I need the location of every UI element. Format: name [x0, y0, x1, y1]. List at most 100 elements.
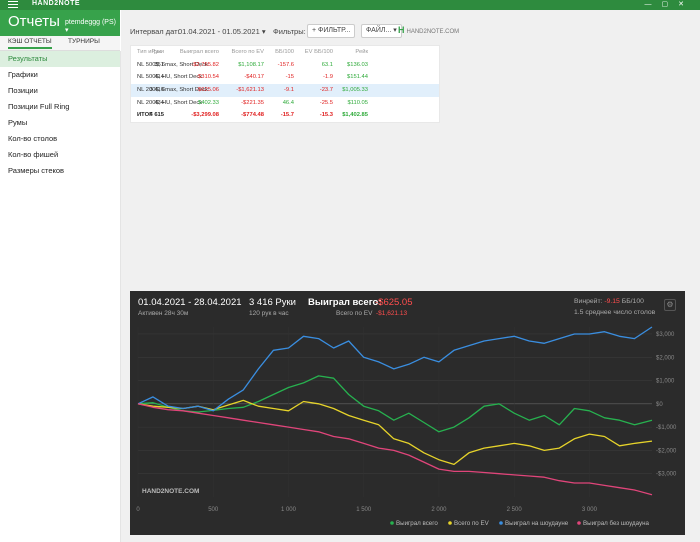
results-table: Тип игры Руки Выиграл всего Всего по EV … — [130, 45, 440, 124]
logo-icon: H — [398, 25, 405, 35]
sidebar-item-table-count[interactable]: Кол-во столов — [8, 134, 58, 143]
table-row[interactable]: NL 200$, HU, Short Deck 434 $402.33 -$22… — [131, 97, 439, 110]
cell-ev-bb100: 63.1 — [321, 61, 333, 68]
graph-hands-per-hour: 120 рук в час — [249, 310, 289, 317]
cell-bb100: 46.4 — [282, 99, 294, 106]
x-tick-label: 500 — [208, 507, 219, 513]
table-row[interactable]: NL 500$, 6max, Short Deck 351 -$2,765.82… — [131, 59, 439, 72]
sidebar-item-results[interactable]: Результаты — [0, 51, 120, 67]
cell-ev-total: -$40.17 — [244, 74, 264, 81]
cell-ev-bb100: -1.9 — [323, 74, 333, 81]
graph-hands: 3 416 Руки — [249, 297, 296, 308]
cell-hands: 351 — [154, 61, 164, 68]
sidebar-item-chip-count[interactable]: Кол-во фишей — [8, 150, 59, 159]
cell-won-total: $402.33 — [198, 99, 219, 106]
cell-game-type: NL 500$, 6max, Short Deck — [137, 61, 208, 68]
file-button[interactable]: ФАЙЛ... ▾ — [361, 24, 402, 38]
graph-panel: 01.04.2021 - 28.04.2021 Активен 28ч 30м … — [130, 291, 685, 535]
graph-avg-tables: 1.5 среднее число столов — [574, 309, 656, 316]
gear-icon[interactable]: ⚙ — [664, 299, 676, 311]
chevron-down-icon: ▾ — [261, 27, 266, 36]
col-hands[interactable]: Руки — [151, 49, 164, 55]
app-brand: HAND2NOTE — [32, 0, 81, 7]
cell-hands: 3 416 — [149, 87, 164, 94]
graph-active-time: Активен 28ч 30м — [138, 310, 189, 317]
cell-total-rake: $1,402.85 — [342, 112, 368, 119]
table-header: Тип игры Руки Выиграл всего Всего по EV … — [131, 46, 439, 59]
x-tick-label: 1 000 — [281, 507, 297, 513]
player-selector[interactable]: ptemdeggg (PS) ▾ — [65, 19, 116, 34]
cell-hands: 434 — [154, 99, 164, 106]
page-header: Отчеты ptemdeggg (PS) ▾ — [0, 10, 120, 36]
file-button-label: ФАЙЛ... — [366, 27, 392, 34]
window-controls[interactable]: —▢✕ — [644, 1, 694, 8]
cell-won-total: -$2,765.82 — [191, 61, 219, 68]
graph-ev-value: -$1,621.13 — [376, 310, 408, 317]
graph-won-value: -$625.05 — [375, 297, 413, 308]
x-tick-label: 1 500 — [356, 507, 372, 513]
col-won-total[interactable]: Выиграл всего — [179, 49, 219, 55]
y-tick-label: $0 — [656, 402, 663, 408]
cell-bb100: -9.1 — [284, 87, 294, 94]
sidebar-item-positions[interactable]: Позиции — [8, 86, 38, 95]
interval-label: Интервал дат: — [130, 27, 180, 36]
graph-won-label: Выиграл всего: — [308, 297, 382, 308]
filter-button-label: ФИЛЬТР... — [318, 27, 351, 34]
cell-ev-bb100: -25.5 — [319, 99, 333, 106]
cell-game-type: NL 200$, 6max, Short Deck — [137, 87, 208, 94]
y-tick-label: -$1,000 — [656, 425, 677, 431]
title-bar: HAND2NOTE —▢✕ — [0, 0, 700, 10]
cell-total-bb100: -15.7 — [280, 112, 294, 119]
legend-label: Выиграл без шоудауна — [583, 520, 650, 527]
x-tick-label: 2 000 — [431, 507, 447, 513]
legend-marker — [499, 521, 503, 525]
cell-ev-total: -$221.35 — [241, 99, 264, 106]
winrate-label: Винрейт: — [574, 298, 603, 305]
col-ev-bb100[interactable]: EV ББ/100 — [304, 49, 333, 55]
sidebar-item-rooms[interactable]: Румы — [8, 118, 28, 127]
table-row[interactable]: NL 200$, 6max, Short Deck 3 416 -$625.06… — [131, 84, 439, 97]
y-tick-label: -$3,000 — [656, 472, 677, 478]
cell-total-hands: 4 615 — [149, 112, 164, 119]
col-bb100[interactable]: ББ/100 — [275, 49, 294, 55]
x-tick-label: 2 500 — [507, 507, 523, 513]
cell-total-label: ИТОГ — [137, 112, 153, 119]
x-tick-label: 3 000 — [582, 507, 598, 513]
interval-dropdown[interactable]: 01.04.2021 - 01.05.2021 ▾ — [178, 27, 266, 36]
cell-rake: $136.03 — [347, 61, 368, 68]
legend-label: Выиграл на шоудауне — [505, 520, 569, 527]
table-row[interactable]: NL 500$, HU, Short Deck 414 -$310.54 -$4… — [131, 71, 439, 84]
col-game-type[interactable]: Тип игры — [137, 49, 162, 55]
legend-marker — [577, 521, 581, 525]
cell-total-ev: -$774.48 — [241, 112, 264, 119]
menu-icon[interactable] — [8, 1, 18, 9]
winrate-unit: ББ/100 — [621, 298, 644, 305]
series-line — [137, 326, 653, 412]
sidebar: Результаты Графики Позиции Позиции Full … — [0, 51, 121, 542]
cell-bb100: -157.6 — [277, 61, 294, 68]
cell-ev-bb100: -23.7 — [319, 87, 333, 94]
legend-label: Всего по EV — [454, 520, 490, 527]
col-ev-total[interactable]: Всего по EV — [231, 49, 264, 55]
y-tick-label: $1,000 — [656, 379, 675, 385]
player-name: ptemdeggg (PS) — [65, 19, 116, 26]
sidebar-item-stack-sizes[interactable]: Размеры стеков — [8, 166, 65, 175]
hand2note-logo: H HAND2NOTE.COM — [398, 25, 459, 35]
hand2note-watermark: HAND2NOTE.COM — [142, 488, 199, 495]
y-tick-label: -$2,000 — [656, 448, 677, 454]
filter-button[interactable]: + ФИЛЬТР... — [307, 24, 356, 38]
cell-rake: $151.44 — [347, 74, 368, 81]
cell-bb100: -15 — [285, 74, 294, 81]
tab-tournaments[interactable]: ТУРНИРЫ — [68, 38, 100, 45]
cell-won-total: -$310.54 — [196, 74, 219, 81]
series-line — [137, 403, 653, 496]
cell-total-won: -$3,299.08 — [191, 112, 219, 119]
x-tick-label: 0 — [136, 507, 140, 513]
line-chart: $3,000 $2,000 $1,000 $0 -$1,000 -$2,000 -$3,00… — [136, 326, 677, 527]
sidebar-item-graphs[interactable]: Графики — [8, 70, 38, 79]
legend-marker — [448, 521, 452, 525]
sidebar-item-positions-full-ring[interactable]: Позиции Full Ring — [8, 102, 70, 111]
graph-ev-label: Всего по EV — [336, 310, 373, 317]
col-rake[interactable]: Рейк — [355, 49, 368, 55]
tab-cash-reports[interactable]: КЭШ ОТЧЕТЫ — [8, 38, 52, 49]
